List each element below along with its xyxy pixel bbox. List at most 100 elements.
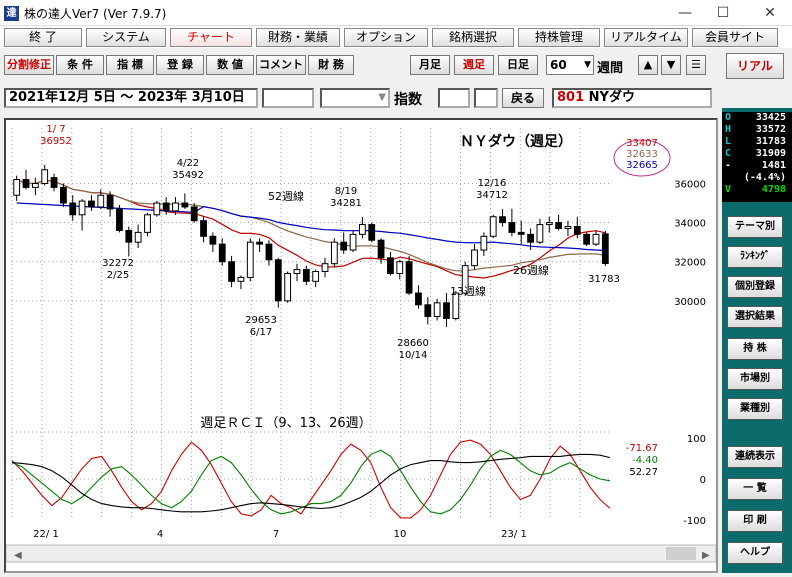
- candle-body: [461, 265, 469, 294]
- ohlc-key: H: [725, 124, 732, 135]
- candle-body: [517, 231, 525, 235]
- chart-panel[interactable]: 30000 32000 34000 36000 ＮＹダウ（週足） 33407 32633 32…: [4, 118, 718, 573]
- blank-field-2[interactable]: [438, 88, 470, 108]
- blank-field-3[interactable]: [474, 88, 498, 108]
- ohlc-key: L: [725, 136, 732, 147]
- menu-item-6[interactable]: 持株管理: [518, 28, 600, 47]
- candle-body: [31, 182, 39, 188]
- scroll-left-icon[interactable]: ◀: [14, 550, 22, 561]
- rci-series-0: [11, 439, 611, 519]
- scrollbar[interactable]: [5, 544, 717, 563]
- chevron-down-icon: ▼: [378, 92, 386, 103]
- candle-body: [527, 233, 534, 243]
- toolbar-button-1[interactable]: 条 件: [56, 55, 104, 75]
- ohlc-value: 33425: [755, 112, 786, 123]
- rci-series-1: [11, 449, 611, 515]
- candle-body: [78, 200, 86, 216]
- symbol-code: 801: [557, 90, 585, 105]
- menu-item-0[interactable]: 終 了: [4, 28, 82, 47]
- symbol-field[interactable]: 801 NYダウ: [552, 88, 712, 108]
- realtime-button[interactable]: リアル: [726, 53, 784, 79]
- close-button[interactable]: ✕: [764, 5, 776, 21]
- toolbar-button-3[interactable]: 登 録: [156, 55, 204, 75]
- menu-item-8[interactable]: 会員サイト: [692, 28, 778, 47]
- back-button[interactable]: 戻る: [502, 88, 544, 108]
- side-button-9[interactable]: 印 刷: [727, 510, 783, 532]
- down-arrow-button[interactable]: ▼: [661, 55, 681, 75]
- indicator-label: 指数: [394, 92, 422, 108]
- count-unit-label: 週間: [597, 61, 624, 76]
- menu-item-1[interactable]: システム: [86, 28, 166, 47]
- menu-item-5[interactable]: 銘柄選択: [432, 28, 514, 47]
- count-select[interactable]: 60 ▼: [546, 55, 594, 75]
- date-range-field[interactable]: 2021年12月 5日 〜 2023年 3月10日: [4, 88, 258, 108]
- price-annotation: 34712: [476, 190, 508, 201]
- price-annotation: 8/19: [335, 186, 357, 197]
- candle-body: [59, 186, 67, 204]
- y-tick-label: 34000: [674, 219, 706, 230]
- period-button-1[interactable]: 週足: [454, 55, 494, 75]
- ohlc-value: 31909: [755, 148, 786, 159]
- scroll-thumb[interactable]: [666, 547, 696, 560]
- toolbar-button-6[interactable]: 財 務: [308, 55, 354, 75]
- menu-item-4[interactable]: オプション: [344, 28, 428, 47]
- scroll-right-icon[interactable]: ▶: [702, 550, 710, 561]
- ma-values-ellipse: [613, 139, 671, 177]
- side-button-1[interactable]: ﾗﾝｷﾝｸﾞ: [727, 246, 783, 268]
- up-arrow-button[interactable]: ▲: [638, 55, 658, 75]
- side-button-10[interactable]: ヘルプ: [727, 542, 783, 564]
- side-button-7[interactable]: 連続表示: [727, 446, 783, 468]
- blank-field-1[interactable]: [262, 88, 314, 108]
- candle-body: [246, 241, 254, 278]
- candle-body: [190, 206, 198, 222]
- ohlc-key: O: [725, 112, 732, 123]
- side-button-8[interactable]: 一 覧: [727, 478, 783, 500]
- price-annotation: 36952: [40, 136, 72, 147]
- app-icon: 達: [4, 6, 19, 21]
- candle-body: [284, 272, 292, 302]
- maximize-button[interactable]: ☐: [716, 5, 730, 21]
- candle-body: [545, 222, 553, 226]
- menu-item-7[interactable]: リアルタイム: [604, 28, 688, 47]
- candle-body: [200, 220, 207, 237]
- period-button-2[interactable]: 日足: [498, 55, 538, 75]
- ma-label: 52週線: [268, 189, 304, 203]
- price-annotation: 32272: [102, 258, 134, 269]
- ohlc-row-4: - 1481: [722, 160, 792, 172]
- candle-body: [41, 169, 49, 184]
- price-annotation: 35492: [172, 170, 204, 181]
- candle-body: [256, 241, 264, 245]
- ohlc-value: 4798: [761, 184, 786, 195]
- candle-body: [312, 271, 320, 282]
- ma-value-1: 32633: [626, 149, 658, 160]
- period-button-0[interactable]: 月足: [410, 55, 450, 75]
- toolbar-button-2[interactable]: 指 標: [106, 55, 154, 75]
- candle-body: [536, 224, 544, 243]
- menu-bar: 終 了システム チャート 財務・業績 オプション 銘柄選択 持株管理 リアルタイム 会員サイト: [0, 26, 792, 48]
- candle-body: [433, 302, 441, 318]
- ohlc-panel: O 33425 H 33572 L 31783 C 31909 - 1481 (-4.4%) V 479…: [722, 112, 792, 202]
- toolbar-button-4[interactable]: 数 値: [206, 55, 254, 75]
- candle-body: [405, 261, 413, 294]
- menu-icon-button[interactable]: ☰: [686, 55, 706, 75]
- menu-item-2[interactable]: チャート: [170, 28, 252, 47]
- minimize-button[interactable]: —: [678, 5, 692, 21]
- ohlc-value: 33572: [755, 124, 786, 135]
- toolbar-button-0[interactable]: 分割修正: [4, 55, 54, 75]
- toolbar-button-5[interactable]: コメント: [256, 55, 306, 75]
- side-button-3[interactable]: 選択結果: [727, 306, 783, 328]
- candle-body: [424, 304, 432, 318]
- dropdown-field[interactable]: ▼: [320, 88, 390, 108]
- side-button-6[interactable]: 業種別: [727, 398, 783, 420]
- side-button-5[interactable]: 市場別: [727, 368, 783, 390]
- menu-item-3[interactable]: 財務・業績: [256, 28, 340, 47]
- candle-body: [368, 224, 376, 241]
- side-button-2[interactable]: 個別登録: [727, 276, 783, 298]
- ohlc-row-3: C 31909: [722, 148, 792, 160]
- x-tick-label: 22/ 1: [33, 529, 59, 540]
- side-button-0[interactable]: テーマ別: [727, 216, 783, 238]
- candle-body: [321, 263, 329, 273]
- chart-title: ＮＹダウ（週足）: [460, 133, 572, 150]
- side-button-4[interactable]: 持 株: [727, 338, 783, 360]
- candle-body: [69, 202, 77, 216]
